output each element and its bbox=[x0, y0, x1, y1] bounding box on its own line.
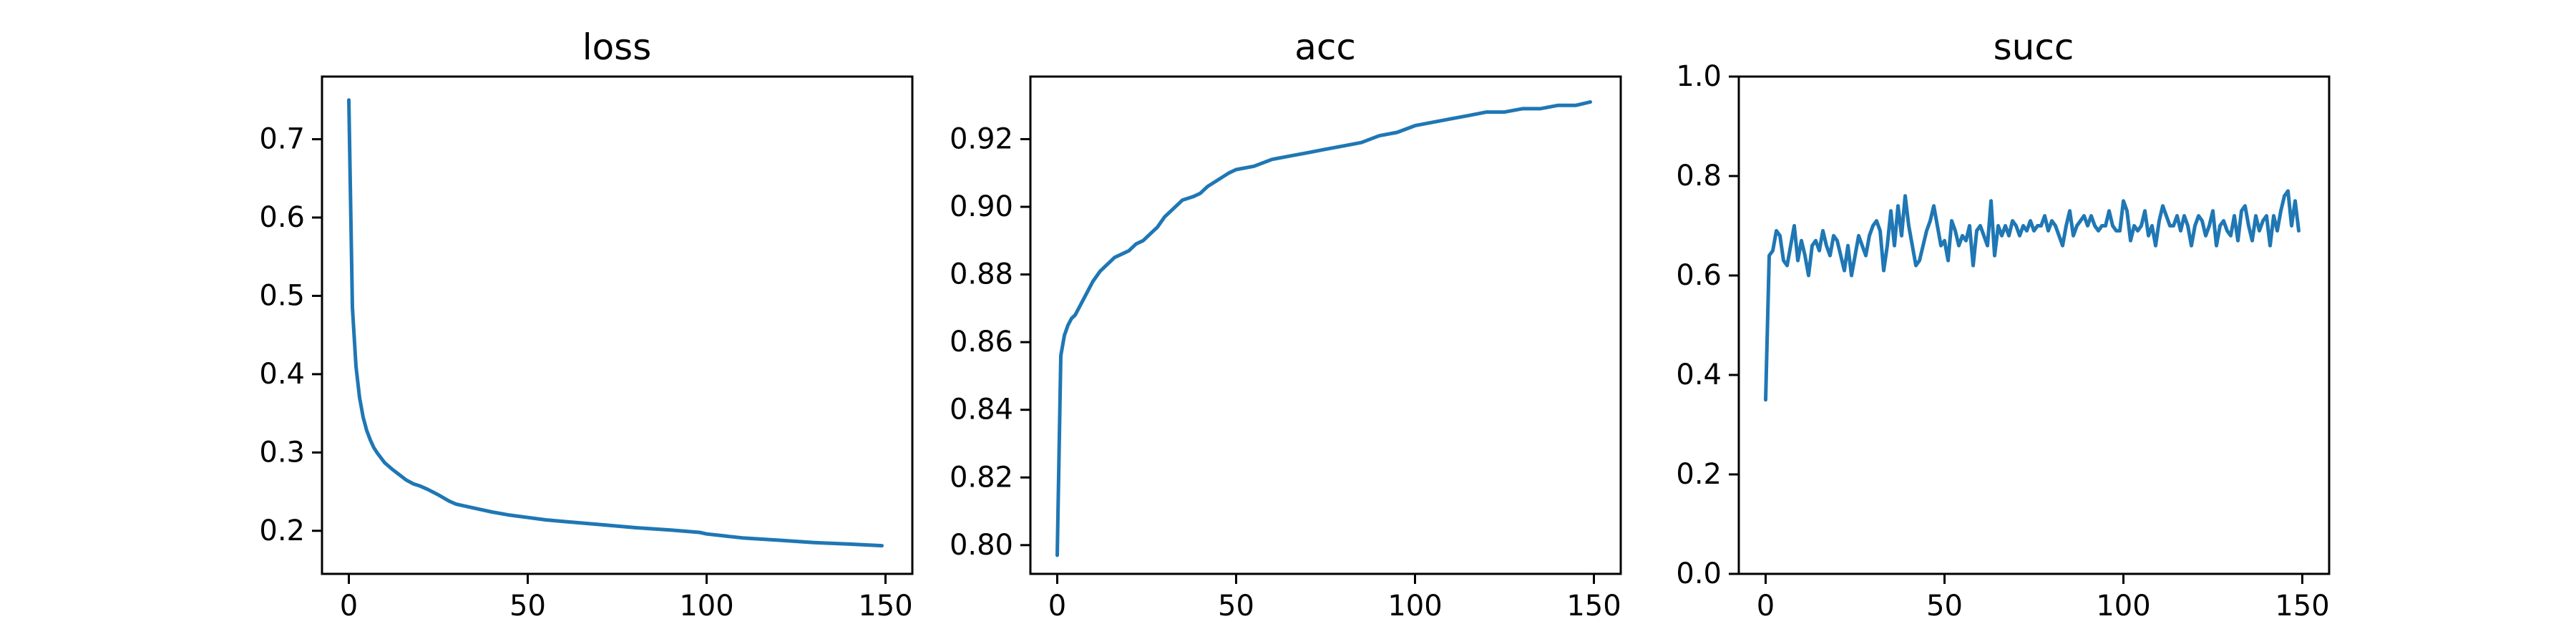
subplot-title: acc bbox=[1294, 26, 1356, 68]
y-tick-label: 0.82 bbox=[950, 461, 1013, 494]
x-ticks: 0 50 100 150 bbox=[1757, 574, 2330, 623]
y-tick-label: 0.4 bbox=[259, 358, 305, 391]
y-tick-label: 0.88 bbox=[950, 258, 1013, 291]
x-tick-label: 150 bbox=[1566, 590, 1621, 623]
y-tick-label: 0.80 bbox=[950, 529, 1013, 562]
x-tick-label: 0 bbox=[1757, 590, 1775, 623]
series-line bbox=[1764, 189, 2301, 402]
y-tick-label: 0.84 bbox=[950, 394, 1013, 426]
y-tick-label: 0.7 bbox=[259, 123, 305, 156]
y-tick-label: 0.6 bbox=[1676, 259, 1722, 292]
y-tick-label: 0.86 bbox=[950, 326, 1013, 358]
subplot-acc: acc 0 50 100 150 0.800.820.840.860.880.900.… bbox=[950, 26, 1622, 623]
x-tick-label: 0 bbox=[340, 590, 358, 623]
y-tick-label: 0.6 bbox=[259, 201, 305, 234]
x-tick-label: 50 bbox=[509, 590, 546, 623]
y-tick-label: 1.0 bbox=[1676, 60, 1722, 93]
x-ticks: 0 50 100 150 bbox=[340, 574, 913, 623]
y-tick-label: 0.5 bbox=[259, 279, 305, 312]
y-tick-label: 0.92 bbox=[950, 122, 1013, 155]
series-line bbox=[347, 98, 884, 548]
x-tick-label: 150 bbox=[858, 590, 912, 623]
x-tick-label: 50 bbox=[1218, 590, 1254, 623]
y-tick-label: 0.4 bbox=[1676, 358, 1722, 391]
axes-frame bbox=[1737, 75, 2331, 575]
y-ticks: 0.0 0.2 0.4 0.6 0.8 1.0 bbox=[1676, 60, 1739, 590]
x-tick-label: 100 bbox=[1387, 590, 1442, 623]
y-tick-label: 0.8 bbox=[1676, 160, 1722, 192]
x-tick-label: 150 bbox=[2275, 590, 2329, 623]
axes-frame bbox=[321, 75, 914, 575]
y-tick-label: 0.3 bbox=[259, 436, 305, 469]
x-tick-label: 0 bbox=[1048, 590, 1066, 623]
x-tick-label: 100 bbox=[679, 590, 733, 623]
subplot-succ: succ 0 50 100 150 0.0 0.2 0.4 0.6 0.8 1.0 bbox=[1676, 26, 2331, 623]
x-tick-label: 100 bbox=[2096, 590, 2150, 623]
y-ticks: 0.80 0.82 0.84 0.86 0.88 0.90 0.92 bbox=[950, 122, 1030, 562]
series-line bbox=[1055, 100, 1592, 557]
axes-frame bbox=[1029, 75, 1622, 575]
y-tick-label: 0.2 bbox=[259, 514, 305, 547]
x-ticks: 0 50 100 150 bbox=[1048, 574, 1621, 623]
y-tick-label: 0.90 bbox=[950, 190, 1013, 223]
subplot-title: succ bbox=[1994, 26, 2074, 68]
x-tick-label: 50 bbox=[1926, 590, 1963, 623]
y-tick-label: 0.0 bbox=[1676, 557, 1722, 590]
subplot-title: loss bbox=[582, 26, 652, 68]
subplot-loss: loss 0 50 100 150 0.2 0.3 0.4 0.5 0.6 0.7 bbox=[259, 26, 914, 623]
y-tick-label: 0.2 bbox=[1676, 458, 1722, 491]
y-ticks: 0.2 0.3 0.4 0.5 0.6 0.7 bbox=[259, 123, 322, 547]
